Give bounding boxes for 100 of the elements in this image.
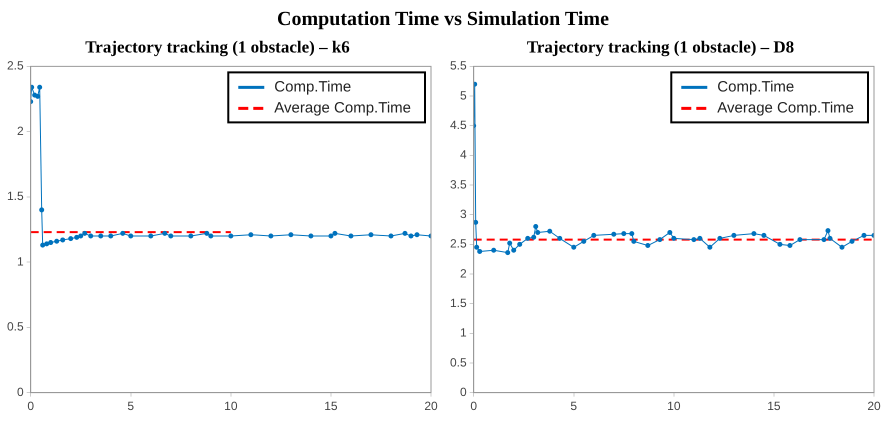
point [188,234,194,239]
y-tick-label: 1.5 [450,296,467,310]
y-tick-label: 0 [16,384,24,399]
point [288,232,294,238]
point [308,234,314,239]
point [827,236,832,241]
point [581,238,586,244]
point [48,240,54,246]
point [621,231,626,236]
legend-label: Average Comp.Time [717,100,854,117]
x-tick-label: 20 [424,399,438,414]
y-tick-label: 0.5 [450,355,467,370]
y-tick-label: 1 [460,326,467,340]
point [505,250,510,256]
y-tick-label: 5 [460,88,467,102]
point [162,230,168,236]
point [168,234,174,239]
point [368,232,374,238]
point [35,94,40,99]
legend-label: Comp.Time [274,78,352,96]
point [525,236,530,241]
point [74,234,80,240]
point [861,232,866,238]
point [30,84,34,90]
point [821,237,826,242]
point [148,234,154,239]
point [40,242,46,248]
text: Computation Time vs Simulation Time [276,7,610,32]
point [408,234,414,239]
x-tick-label: 15 [767,399,781,414]
point [68,236,74,242]
point [657,237,662,242]
y-tick-label: 2 [460,266,467,280]
point [777,242,782,247]
point [631,238,636,244]
point [474,244,480,250]
point [82,230,88,236]
point [839,244,844,250]
point [204,230,210,236]
point [388,234,394,239]
point [645,243,650,248]
point [402,230,408,236]
y-tick-label: 1.5 [6,189,24,204]
point [268,234,274,239]
point [208,234,214,239]
point [414,232,420,238]
point [533,224,538,230]
point [591,232,596,238]
point [328,234,334,239]
point [120,230,126,236]
point [44,241,50,246]
y-tick-label: 1 [16,254,24,268]
point [248,232,254,238]
y-tick-label: 4 [460,148,467,162]
point [474,220,478,225]
point [707,244,712,250]
point [477,248,482,254]
point [108,234,114,239]
point [228,234,234,239]
point [751,231,756,236]
point [511,248,516,253]
x-tick-label: 5 [127,399,134,414]
point [761,232,766,238]
point [535,230,540,235]
y-tick-label: 2.5 [450,236,467,251]
point [825,228,830,234]
point [629,231,634,236]
point [849,238,854,244]
point [547,228,552,234]
point [60,237,66,242]
point [98,234,104,239]
point [39,207,44,212]
point [731,232,736,238]
point [348,234,354,239]
point [88,234,94,239]
chart-title: Trajectory tracking (1 obstacle) – D8 [526,38,794,57]
point [671,236,676,241]
y-tick-label: 3.5 [450,177,467,192]
y-tick-label: 2 [16,124,24,138]
point [517,242,522,247]
point [128,234,134,239]
y-tick-label: 2.5 [6,58,24,73]
y-tick-label: 5.5 [450,58,467,73]
point [571,244,576,250]
point [54,238,60,244]
point [507,240,512,246]
point [797,237,802,242]
point [37,84,42,90]
point [474,82,478,87]
point [691,237,696,242]
y-tick-label: 0 [460,384,467,399]
x-tick-label: 0 [470,399,478,414]
y-tick-label: 3 [460,206,467,221]
y-tick-label: 4.5 [450,118,467,132]
point [531,234,536,240]
legend-label: Comp.Time [717,78,794,96]
x-tick-label: 10 [224,399,238,414]
y-tick-label: 0.5 [6,320,24,334]
x-tick-label: 20 [867,399,881,414]
chart-title: Trajectory tracking (1 obstacle) – k6 [85,38,350,57]
